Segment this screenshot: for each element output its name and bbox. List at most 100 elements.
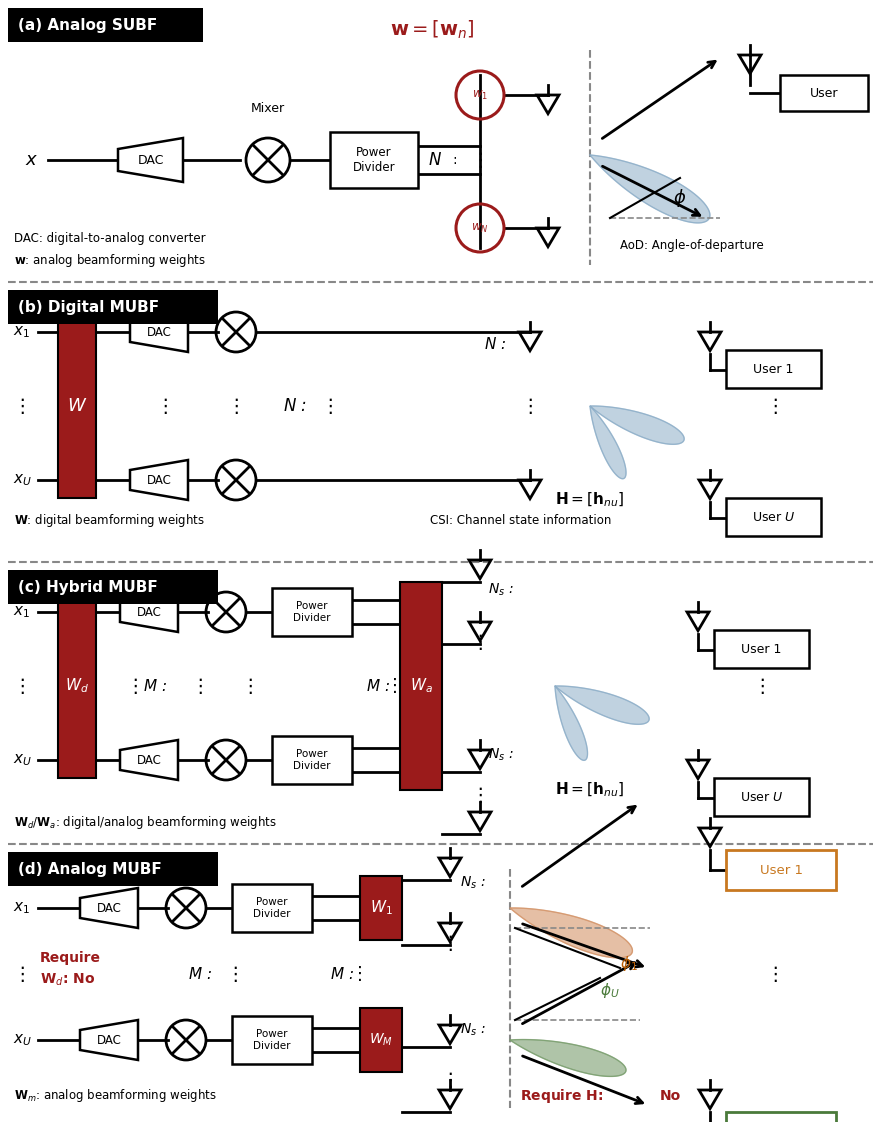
Text: ⋮: ⋮ <box>752 677 772 696</box>
Text: User: User <box>810 86 838 100</box>
Text: DAC: DAC <box>137 606 161 618</box>
Text: ⋮: ⋮ <box>12 677 32 696</box>
Bar <box>58 314 96 498</box>
Text: $N$ :: $N$ : <box>283 397 307 415</box>
Text: DAC: DAC <box>146 325 172 339</box>
Text: ⋮: ⋮ <box>226 396 246 415</box>
Text: $N$: $N$ <box>428 151 442 169</box>
Text: Mixer: Mixer <box>251 101 285 114</box>
Text: $w_N$: $w_N$ <box>471 221 489 234</box>
Bar <box>330 132 418 188</box>
Text: $W_a$: $W_a$ <box>410 677 433 696</box>
Bar <box>58 594 96 778</box>
Text: $\mathbf{H} = [\mathbf{h}_{nu}]$: $\mathbf{H} = [\mathbf{h}_{nu}]$ <box>555 490 625 509</box>
Text: $\mathbf{w} = [\mathbf{w}_n]$: $\mathbf{w} = [\mathbf{w}_n]$ <box>390 19 475 42</box>
Text: Power
Divider: Power Divider <box>293 749 330 771</box>
Text: ⋮: ⋮ <box>440 934 460 953</box>
Text: ⋮: ⋮ <box>470 633 490 652</box>
Text: User $U$: User $U$ <box>740 791 783 803</box>
Text: $W_M$: $W_M$ <box>369 1032 393 1048</box>
Text: Power
Divider: Power Divider <box>253 1029 291 1051</box>
Text: User 1: User 1 <box>753 362 794 376</box>
Polygon shape <box>120 592 178 632</box>
Text: CSI: Channel state information: CSI: Channel state information <box>430 514 611 526</box>
Text: $M$ :: $M$ : <box>330 966 354 982</box>
Text: $N_s$ :: $N_s$ : <box>460 1022 485 1038</box>
Text: User $U$: User $U$ <box>751 511 796 524</box>
Text: ⋮: ⋮ <box>440 1070 460 1089</box>
Text: ⋮: ⋮ <box>226 965 245 984</box>
Text: Require $\mathbf{H}$:: Require $\mathbf{H}$: <box>520 1087 605 1105</box>
Polygon shape <box>80 1020 138 1060</box>
Bar <box>360 1008 402 1072</box>
Bar <box>232 1017 312 1064</box>
Text: DAC: DAC <box>146 473 172 487</box>
Polygon shape <box>118 138 183 182</box>
Text: ⋮: ⋮ <box>12 396 32 415</box>
Text: ⋮: ⋮ <box>12 965 32 984</box>
Text: ⋮: ⋮ <box>125 677 144 696</box>
Bar <box>726 498 821 536</box>
Text: $x_1$: $x_1$ <box>13 900 31 916</box>
Text: (b) Digital MUBF: (b) Digital MUBF <box>18 300 159 314</box>
Bar <box>8 289 218 324</box>
Bar <box>232 884 312 932</box>
Bar <box>8 570 218 604</box>
Text: DAC: digital-to-analog converter: DAC: digital-to-analog converter <box>14 231 205 245</box>
Text: DAC: DAC <box>97 901 122 914</box>
Text: $x$: $x$ <box>26 151 39 169</box>
Polygon shape <box>120 741 178 780</box>
Text: $\mathbf{w}$: analog beamforming weights: $\mathbf{w}$: analog beamforming weights <box>14 251 206 268</box>
Text: ⋮: ⋮ <box>766 396 785 415</box>
Text: :: : <box>453 153 457 167</box>
Text: $M$ :: $M$ : <box>366 678 390 695</box>
Polygon shape <box>590 155 710 223</box>
Text: $x_U$: $x_U$ <box>12 472 32 488</box>
Text: $w_1$: $w_1$ <box>472 89 488 102</box>
Bar <box>272 588 352 636</box>
Text: $N_s$ :: $N_s$ : <box>488 747 514 763</box>
Text: User 1: User 1 <box>759 864 803 876</box>
Text: $N_s$ :: $N_s$ : <box>488 582 514 598</box>
Text: ⋮: ⋮ <box>766 965 785 984</box>
Polygon shape <box>80 888 138 928</box>
Text: $M$ :: $M$ : <box>188 966 212 982</box>
Bar <box>726 850 836 890</box>
Bar <box>780 75 868 111</box>
Text: $N$ :: $N$ : <box>484 335 506 352</box>
Text: $M$ :: $M$ : <box>143 678 167 695</box>
Text: (c) Hybrid MUBF: (c) Hybrid MUBF <box>18 579 158 595</box>
Text: $\mathbf{W}_d$: No: $\mathbf{W}_d$: No <box>40 972 95 988</box>
Text: Require: Require <box>40 951 101 965</box>
Text: ⋮: ⋮ <box>190 677 210 696</box>
Text: $W_d$: $W_d$ <box>65 677 89 696</box>
Text: (d) Analog MUBF: (d) Analog MUBF <box>18 862 162 876</box>
Text: $\mathbf{W}_d$/$\mathbf{W}_a$: digital/analog beamforming weights: $\mathbf{W}_d$/$\mathbf{W}_a$: digital/a… <box>14 813 277 830</box>
Text: User 1: User 1 <box>741 643 781 655</box>
Text: Power
Divider: Power Divider <box>293 601 330 623</box>
Text: Power
Divider: Power Divider <box>253 898 291 919</box>
Text: ⋮: ⋮ <box>351 965 369 983</box>
Text: Power
Divider: Power Divider <box>352 146 396 174</box>
Bar <box>714 778 809 816</box>
Text: ⋮: ⋮ <box>241 677 260 696</box>
Text: DAC: DAC <box>137 754 161 766</box>
Text: ⋮: ⋮ <box>470 785 490 804</box>
Text: $\mathbf{W}$: digital beamforming weights: $\mathbf{W}$: digital beamforming weight… <box>14 512 205 528</box>
Text: DAC: DAC <box>137 154 164 166</box>
Text: $\phi_1$: $\phi_1$ <box>620 954 638 973</box>
Text: $\mathbf{W}_m$: analog beamforming weights: $\mathbf{W}_m$: analog beamforming weigh… <box>14 1087 217 1104</box>
Text: ⋮: ⋮ <box>321 396 340 415</box>
Bar <box>272 736 352 784</box>
Text: ⋮: ⋮ <box>521 396 540 415</box>
Bar <box>714 629 809 668</box>
Bar <box>726 350 821 388</box>
Text: (a) Analog SUBF: (a) Analog SUBF <box>18 18 157 33</box>
Bar <box>360 876 402 940</box>
Text: ⋮: ⋮ <box>155 396 174 415</box>
Text: No: No <box>660 1089 681 1103</box>
Text: $\phi_U$: $\phi_U$ <box>600 981 619 1000</box>
Bar <box>726 1112 836 1122</box>
Text: ⋮: ⋮ <box>386 677 404 695</box>
Polygon shape <box>130 312 188 352</box>
